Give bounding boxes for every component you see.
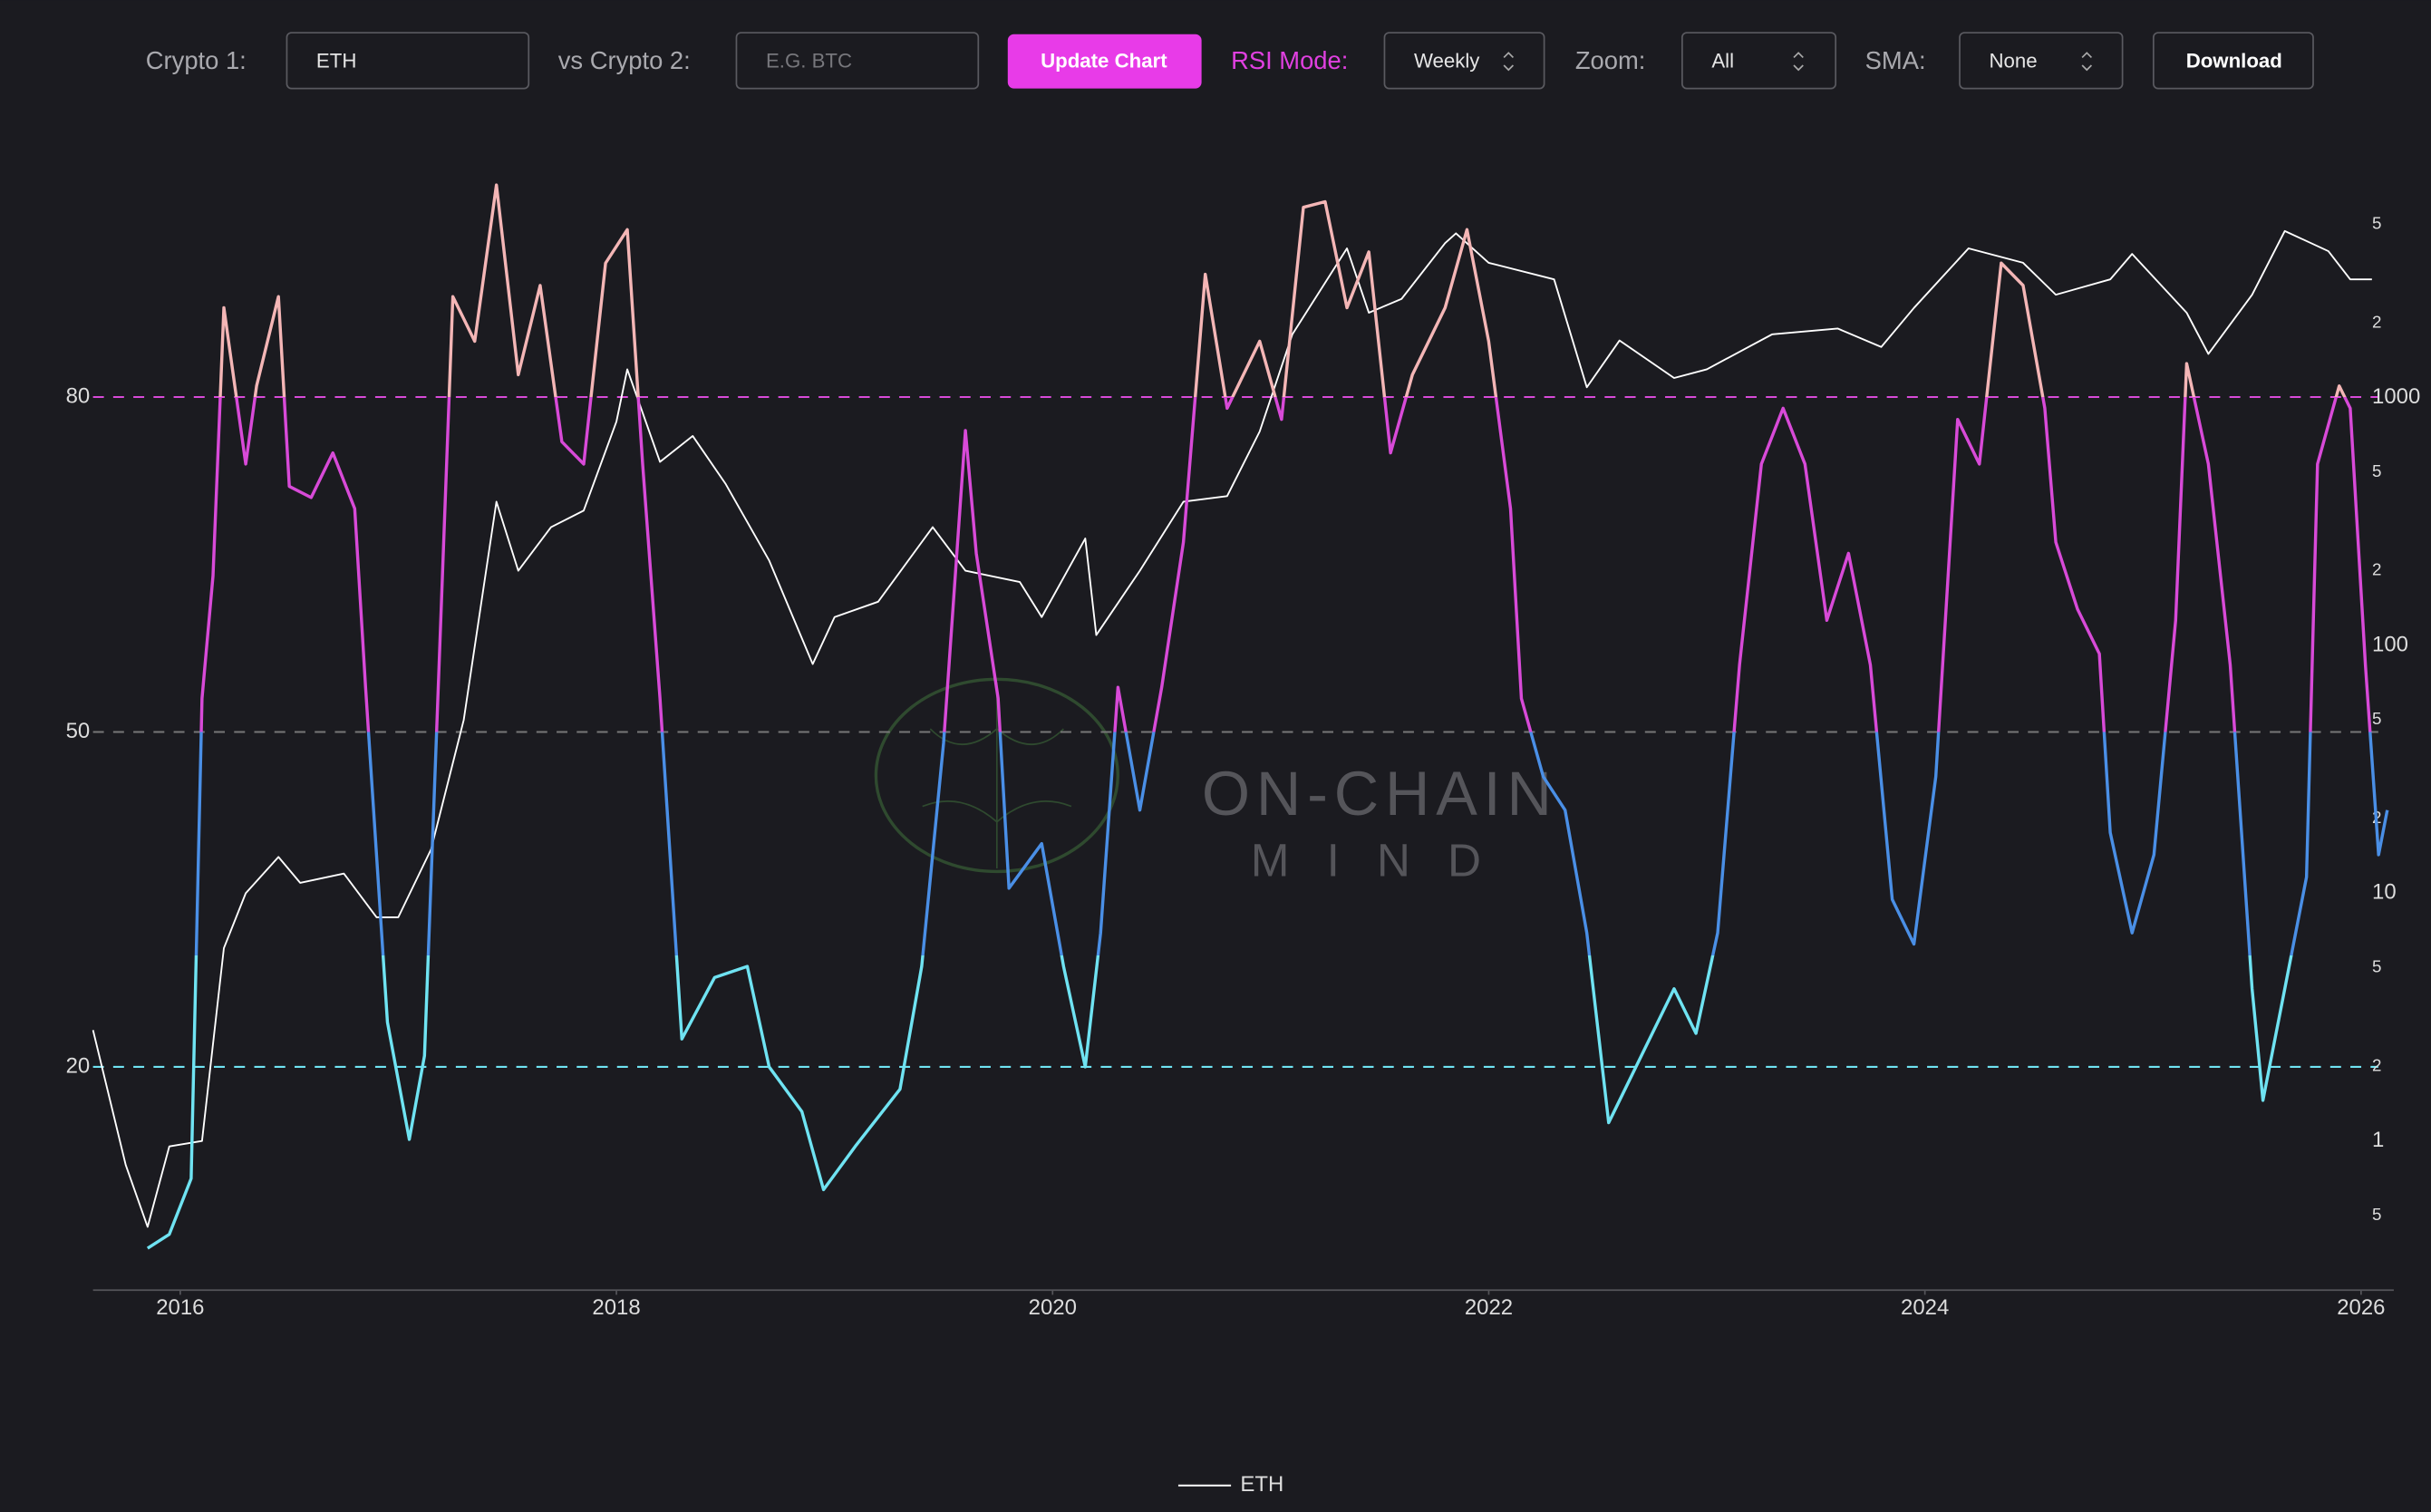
update-button-label: Update Chart <box>1041 49 1167 72</box>
crypto2-input[interactable] <box>735 32 980 90</box>
select-chevron <box>1503 52 1515 72</box>
select-chevron <box>1793 52 1804 72</box>
y2-tick-label: 2 <box>2372 312 2381 331</box>
y2-tick-label: 5 <box>2372 957 2381 976</box>
y2-tick-label: 100 <box>2372 632 2408 656</box>
y2-tick-label: 5 <box>2372 709 2381 728</box>
y2-tick-label: 2 <box>2372 560 2381 579</box>
y2-tick-label: 2 <box>2372 1055 2381 1074</box>
zoom-label: Zoom: <box>1575 46 1646 74</box>
update-button[interactable] <box>1007 34 1202 89</box>
rsi-mode-value: Weekly <box>1414 49 1480 72</box>
sma-label: SMA: <box>1865 46 1926 74</box>
sma-value: None <box>1990 49 2038 72</box>
rsi-line <box>146 183 2389 1250</box>
rsi-mode-label: RSI Mode: <box>1231 46 1348 74</box>
crypto1-value: ETH <box>316 49 356 72</box>
y2-tick-label: 1 <box>2372 1128 2384 1152</box>
y2-tick-label: 10 <box>2372 880 2397 905</box>
watermark-title: ON-CHAIN <box>1202 760 1558 829</box>
x-tick-label: 2024 <box>1901 1295 1949 1320</box>
x-tick-label: 2018 <box>592 1295 640 1320</box>
select-chevron <box>2081 52 2093 72</box>
watermark-logo-detail <box>922 682 1072 869</box>
x-tick-label: 2026 <box>2337 1295 2385 1320</box>
y-tick-label: 20 <box>66 1053 91 1078</box>
crypto1-input[interactable] <box>286 32 530 90</box>
download-button-label: Download <box>2186 49 2282 72</box>
rsi-mode-select[interactable] <box>1383 32 1545 90</box>
y2-tick-label: 1000 <box>2372 384 2420 409</box>
price-line <box>92 229 2372 1228</box>
crypto2-label: vs Crypto 2: <box>558 46 691 74</box>
zoom-select[interactable] <box>1680 32 1837 90</box>
legend-label: ETH <box>1240 1472 1283 1497</box>
x-tick-label: 2022 <box>1465 1295 1513 1320</box>
y2-tick-label: 5 <box>2372 1205 2381 1224</box>
y2-tick-label: 5 <box>2372 461 2381 480</box>
crypto2-placeholder: E.G. BTC <box>766 49 852 72</box>
y-tick-label: 50 <box>66 719 91 743</box>
sma-select[interactable] <box>1959 32 2124 90</box>
x-tick-label: 2016 <box>156 1295 204 1320</box>
crypto1-label: Crypto 1: <box>146 46 247 74</box>
watermark-logo <box>874 677 1119 874</box>
y-tick-label: 80 <box>66 383 91 408</box>
y2-tick-label: 5 <box>2372 213 2381 232</box>
x-tick-label: 2020 <box>1029 1295 1077 1320</box>
watermark-subtitle: MIND <box>1251 834 1518 886</box>
zoom-value: All <box>1711 49 1734 72</box>
download-button[interactable] <box>2152 32 2314 90</box>
